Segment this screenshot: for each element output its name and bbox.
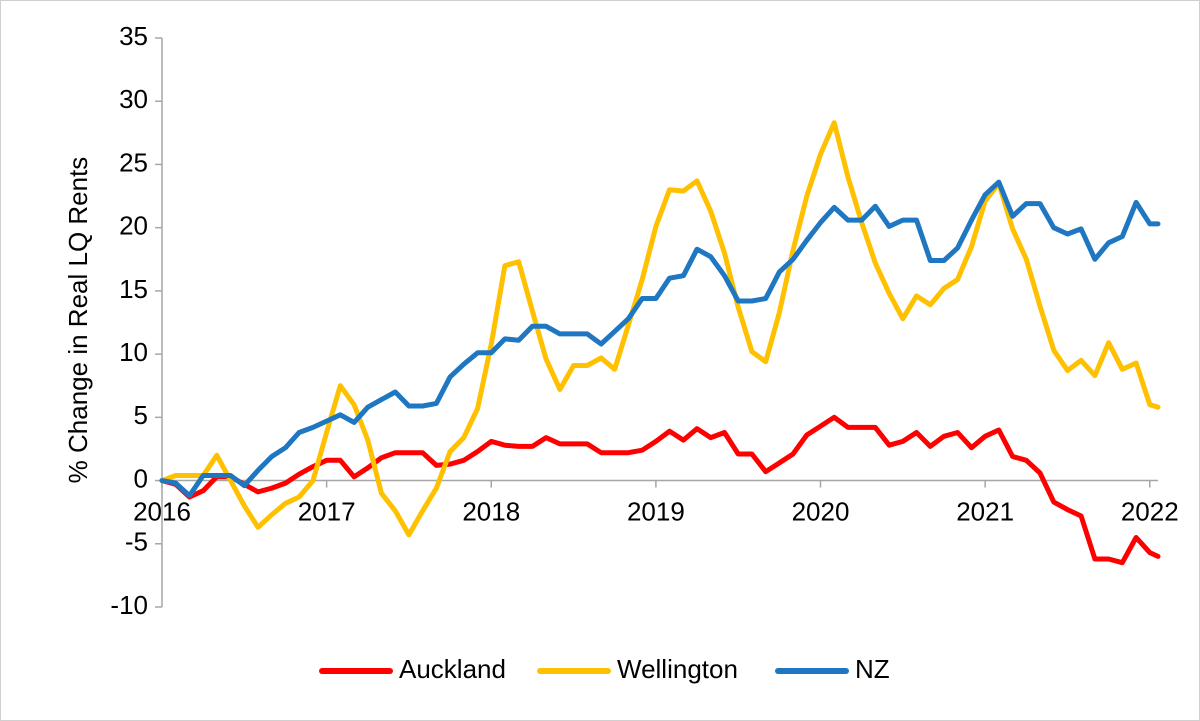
series-line-wellington: [159, 120, 1161, 538]
y-tick-label: 5: [134, 400, 148, 430]
y-tick-label: 0: [134, 463, 148, 493]
x-tick-label: 2021: [956, 497, 1014, 527]
x-tick-label: 2020: [792, 497, 850, 527]
legend-label-auckland: Auckland: [399, 654, 506, 684]
y-tick-label: 20: [119, 211, 148, 241]
x-tick-label: 2019: [627, 497, 685, 527]
y-tick-label: -5: [125, 527, 148, 557]
x-tick-label: 2017: [298, 497, 356, 527]
y-tick-label: 25: [119, 147, 148, 177]
y-tick-label: 10: [119, 337, 148, 367]
series-line-auckland: [159, 414, 1161, 566]
legend-label-nz: NZ: [855, 654, 890, 684]
x-tick-label: 2016: [133, 497, 191, 527]
series-line-nz: [159, 179, 1161, 499]
y-tick-label: 35: [119, 21, 148, 51]
axes: -10 -5 0 5 10 15 20 25 30 35 2016 2017 2018 2019 2020 2…: [110, 21, 1178, 620]
series-layer: [159, 120, 1161, 566]
legend: Auckland Wellington NZ: [319, 654, 890, 684]
y-tick-label: -10: [110, 590, 148, 620]
y-tick-label: 30: [119, 84, 148, 114]
x-tick-label: 2018: [462, 497, 520, 527]
legend-label-wellington: Wellington: [617, 654, 738, 684]
y-axis-label: % Change in Real LQ Rents: [63, 157, 93, 484]
x-tick-label: 2022: [1121, 497, 1179, 527]
y-tick-label: 15: [119, 274, 148, 304]
